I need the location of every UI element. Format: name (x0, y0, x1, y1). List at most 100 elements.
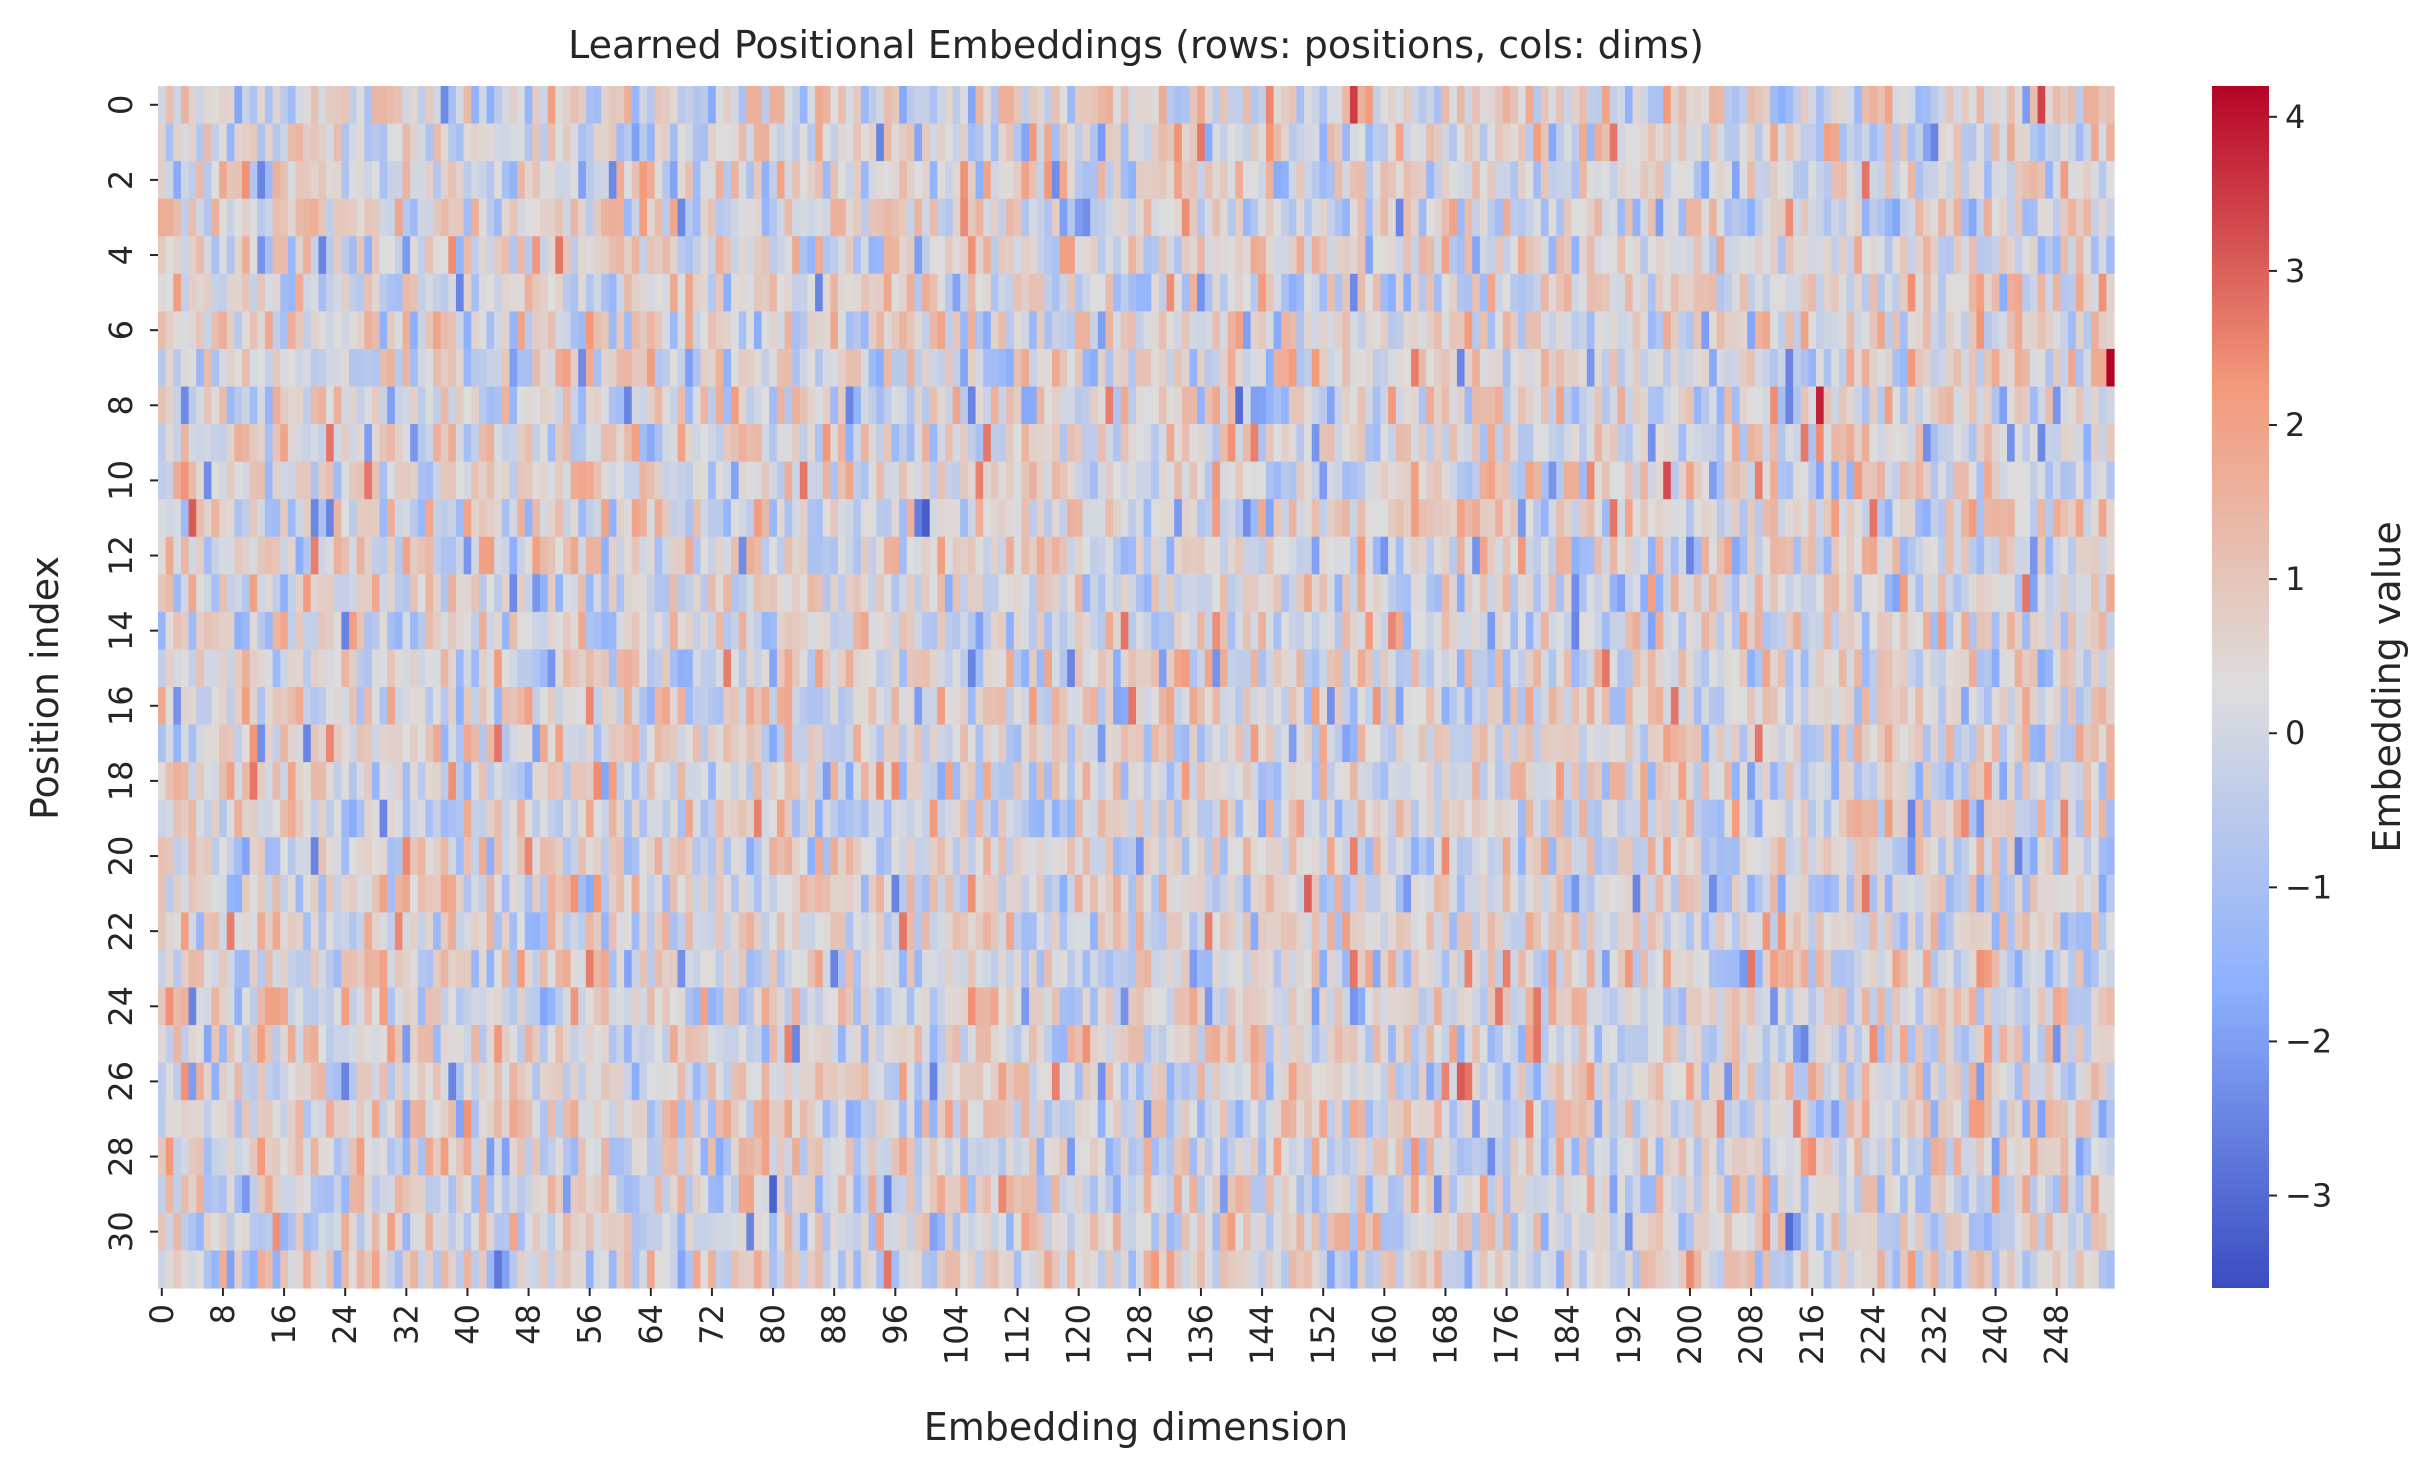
heatmap-cell (463, 386, 472, 425)
heatmap-cell (685, 499, 694, 538)
heatmap-cell (2068, 724, 2077, 763)
heatmap-cell (2007, 499, 2016, 538)
heatmap-cell (1067, 799, 1076, 838)
heatmap-cell (2045, 762, 2054, 801)
heatmap-cell (1571, 123, 1580, 162)
heatmap-cell (547, 461, 556, 500)
heatmap-cell (1113, 687, 1122, 726)
heatmap-cell (425, 499, 434, 538)
heatmap-cell (1548, 311, 1557, 350)
heatmap-cell (2060, 236, 2069, 275)
heatmap-cell (494, 461, 503, 500)
heatmap-cell (647, 762, 656, 801)
heatmap-cell (983, 198, 992, 237)
heatmap-cell (226, 273, 236, 312)
heatmap-cell (280, 536, 289, 575)
heatmap-cell (1892, 86, 1901, 125)
heatmap-cell (1036, 762, 1045, 801)
heatmap-cell (1754, 86, 1764, 125)
heatmap-cell (746, 311, 755, 350)
heatmap-cell (494, 311, 503, 350)
heatmap-cell (1701, 536, 1710, 575)
heatmap-cell (540, 574, 549, 613)
heatmap-cell (1265, 499, 1275, 538)
heatmap-cell (2091, 424, 2100, 463)
heatmap-cell (211, 799, 220, 838)
heatmap-cell (1433, 762, 1443, 801)
heatmap-cell (1082, 799, 1091, 838)
heatmap-cell (1647, 424, 1657, 463)
heatmap-cell (815, 762, 824, 801)
heatmap-cell (914, 236, 923, 275)
heatmap-cell (876, 649, 885, 688)
heatmap-cell (1754, 574, 1764, 613)
heatmap-cell (906, 348, 916, 388)
heatmap-cell (417, 687, 427, 726)
heatmap-cell (1731, 611, 1741, 651)
heatmap-cell (318, 461, 327, 500)
heatmap-cell (1984, 461, 1993, 500)
heatmap-cell (1327, 311, 1336, 350)
heatmap-cell (1518, 273, 1527, 312)
heatmap-cell (1441, 611, 1450, 651)
heatmap-cell (1082, 649, 1091, 688)
heatmap-cell (830, 86, 839, 125)
heatmap-cell (1670, 311, 1680, 350)
heatmap-cell (883, 236, 893, 275)
heatmap-cell (1495, 386, 1504, 425)
heatmap-cell (570, 123, 579, 162)
heatmap-cell (219, 724, 228, 763)
heatmap-cell (685, 123, 694, 162)
heatmap-cell (2083, 687, 2092, 726)
heatmap-cell (1479, 348, 1489, 388)
heatmap-cell (287, 123, 297, 162)
heatmap-cell (1204, 273, 1214, 312)
heatmap-cell (1097, 536, 1107, 575)
heatmap-cell (1349, 236, 1359, 275)
heatmap-cell (1823, 161, 1832, 200)
heatmap-cell (1105, 724, 1114, 763)
heatmap-cell (1365, 687, 1374, 726)
heatmap-cell (1571, 386, 1580, 425)
heatmap-cell (1617, 649, 1626, 688)
heatmap-cell (455, 687, 465, 726)
heatmap-cell (731, 86, 740, 125)
heatmap-cell (1884, 236, 1894, 275)
heatmap-cell (1242, 762, 1252, 801)
heatmap-cell (1357, 649, 1366, 688)
heatmap-cell (853, 424, 862, 463)
heatmap-cell (1816, 762, 1825, 801)
heatmap-cell (1082, 611, 1091, 651)
heatmap-cell (371, 198, 381, 237)
heatmap-cell (685, 799, 694, 838)
heatmap-cell (287, 424, 297, 463)
heatmap-cell (1548, 348, 1557, 388)
heatmap-cell (2007, 424, 2016, 463)
heatmap-cell (1136, 762, 1145, 801)
heatmap-cell (784, 86, 793, 125)
heatmap-cell (394, 799, 404, 838)
heatmap-cell (990, 86, 1000, 125)
heatmap-cell (1220, 273, 1229, 312)
heatmap-cell (746, 574, 755, 613)
heatmap-cell (196, 161, 205, 200)
heatmap-cell (1747, 236, 1756, 275)
heatmap-cell (410, 724, 419, 763)
heatmap-cell (1388, 649, 1397, 688)
heatmap-cell (1334, 236, 1343, 275)
heatmap-cell (180, 687, 190, 726)
heatmap-cell (1021, 386, 1030, 425)
heatmap-cell (585, 687, 595, 726)
heatmap-cell (860, 123, 870, 162)
heatmap-cell (1609, 86, 1618, 125)
heatmap-cell (1487, 311, 1496, 350)
heatmap-cell (1380, 574, 1389, 613)
heatmap-cell (639, 574, 648, 613)
heatmap-cell (753, 574, 763, 613)
heatmap-cell (1731, 649, 1741, 688)
heatmap-cell (723, 236, 732, 275)
heatmap-cell (1502, 687, 1511, 726)
heatmap-cell (1212, 273, 1221, 312)
heatmap-cell (692, 273, 702, 312)
heatmap-cell (2075, 499, 2085, 538)
